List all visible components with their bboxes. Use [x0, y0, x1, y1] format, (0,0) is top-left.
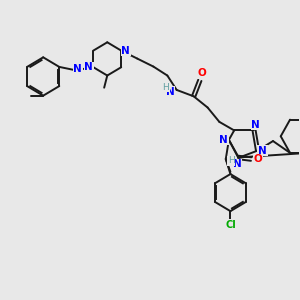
Text: N: N — [84, 62, 93, 72]
Text: H: H — [228, 156, 235, 165]
Text: H: H — [162, 83, 169, 92]
Text: N: N — [233, 159, 242, 169]
Text: N: N — [251, 120, 260, 130]
Text: N: N — [166, 86, 175, 97]
Text: N: N — [219, 135, 228, 145]
Text: N: N — [259, 146, 268, 156]
Text: Cl: Cl — [225, 220, 236, 230]
Text: N: N — [74, 64, 82, 74]
Text: O: O — [197, 68, 206, 78]
Text: N: N — [122, 46, 130, 56]
Text: O: O — [254, 154, 262, 164]
Text: N: N — [258, 146, 266, 156]
